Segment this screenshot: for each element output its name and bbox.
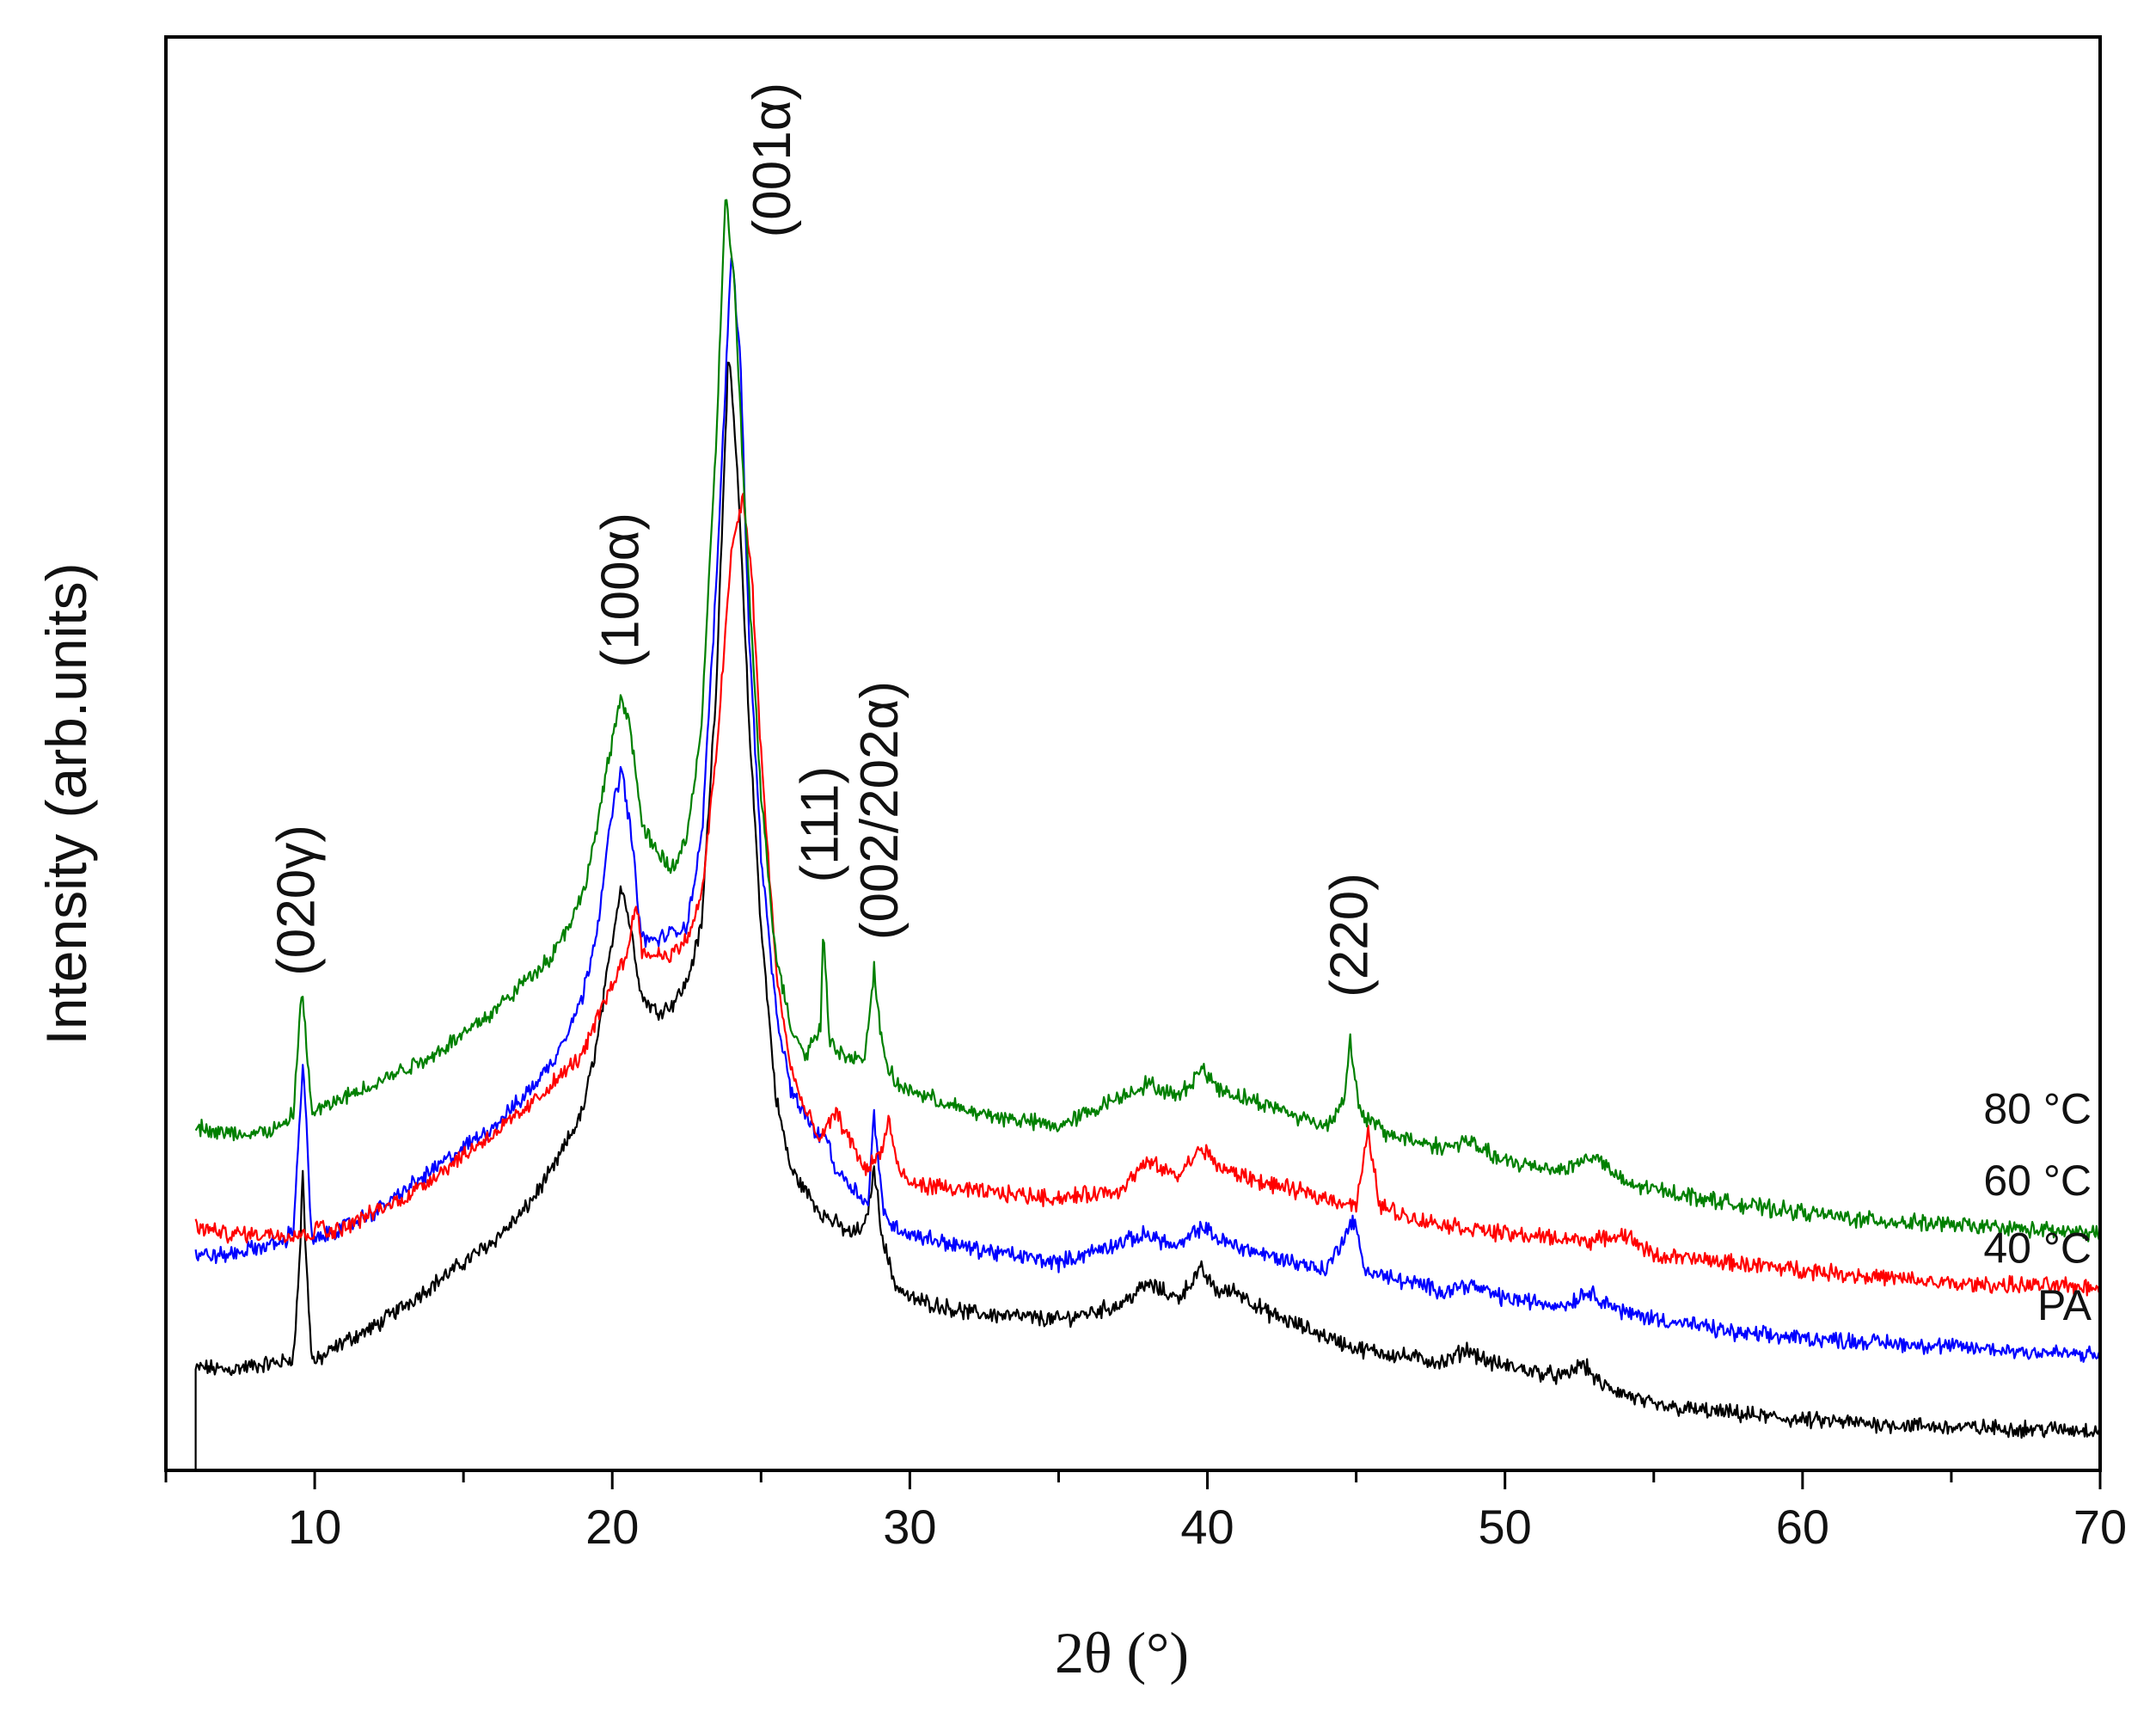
series-line-80-c — [194, 199, 2102, 1243]
series-line-40-c — [194, 257, 2102, 1363]
x-tick-label-60: 60 — [1776, 1500, 1829, 1554]
series-label-80-c: 80 °C — [1983, 1085, 2092, 1133]
x-tick-label-70: 70 — [2073, 1500, 2127, 1554]
x-tick-label-30: 30 — [883, 1500, 936, 1554]
series-label-pa: PA — [2037, 1281, 2092, 1329]
x-axis-ticks: 10 20 30 40 50 60 70 — [164, 1470, 2127, 1554]
peak-annotation-4: (002/202α) — [850, 681, 910, 940]
x-axis-title: 2θ (°) — [1055, 1620, 1189, 1685]
x-tick-label-20: 20 — [585, 1500, 639, 1554]
peak-annotation-3: (111) — [791, 766, 850, 883]
peak-annotations: (020γ) (100α) (001α) (111) (002/202α) (220) — [266, 83, 1379, 997]
x-tick-label-50: 50 — [1479, 1500, 1532, 1554]
series-line-pa — [194, 361, 2102, 1470]
y-axis-title: Intensity (arb.units) — [34, 562, 98, 1045]
peak-annotation-1: (100α) — [591, 512, 651, 668]
series-labels: PA 40 °C 60 °C 80 °C — [1983, 1085, 2092, 1329]
series-line-60-c — [194, 493, 2101, 1297]
series-label-60-c: 60 °C — [1983, 1157, 2092, 1205]
series-label-40-c: 40 °C — [1983, 1224, 2092, 1272]
x-tick-label-10: 10 — [288, 1500, 341, 1554]
x-tick-label-40: 40 — [1180, 1500, 1234, 1554]
peak-annotation-5: (220) — [1320, 873, 1380, 997]
peak-annotation-2: (001α) — [743, 83, 802, 238]
peak-annotation-0: (020γ) — [266, 825, 326, 976]
plot-frame — [164, 35, 2102, 1472]
series-layer — [194, 199, 2102, 1470]
